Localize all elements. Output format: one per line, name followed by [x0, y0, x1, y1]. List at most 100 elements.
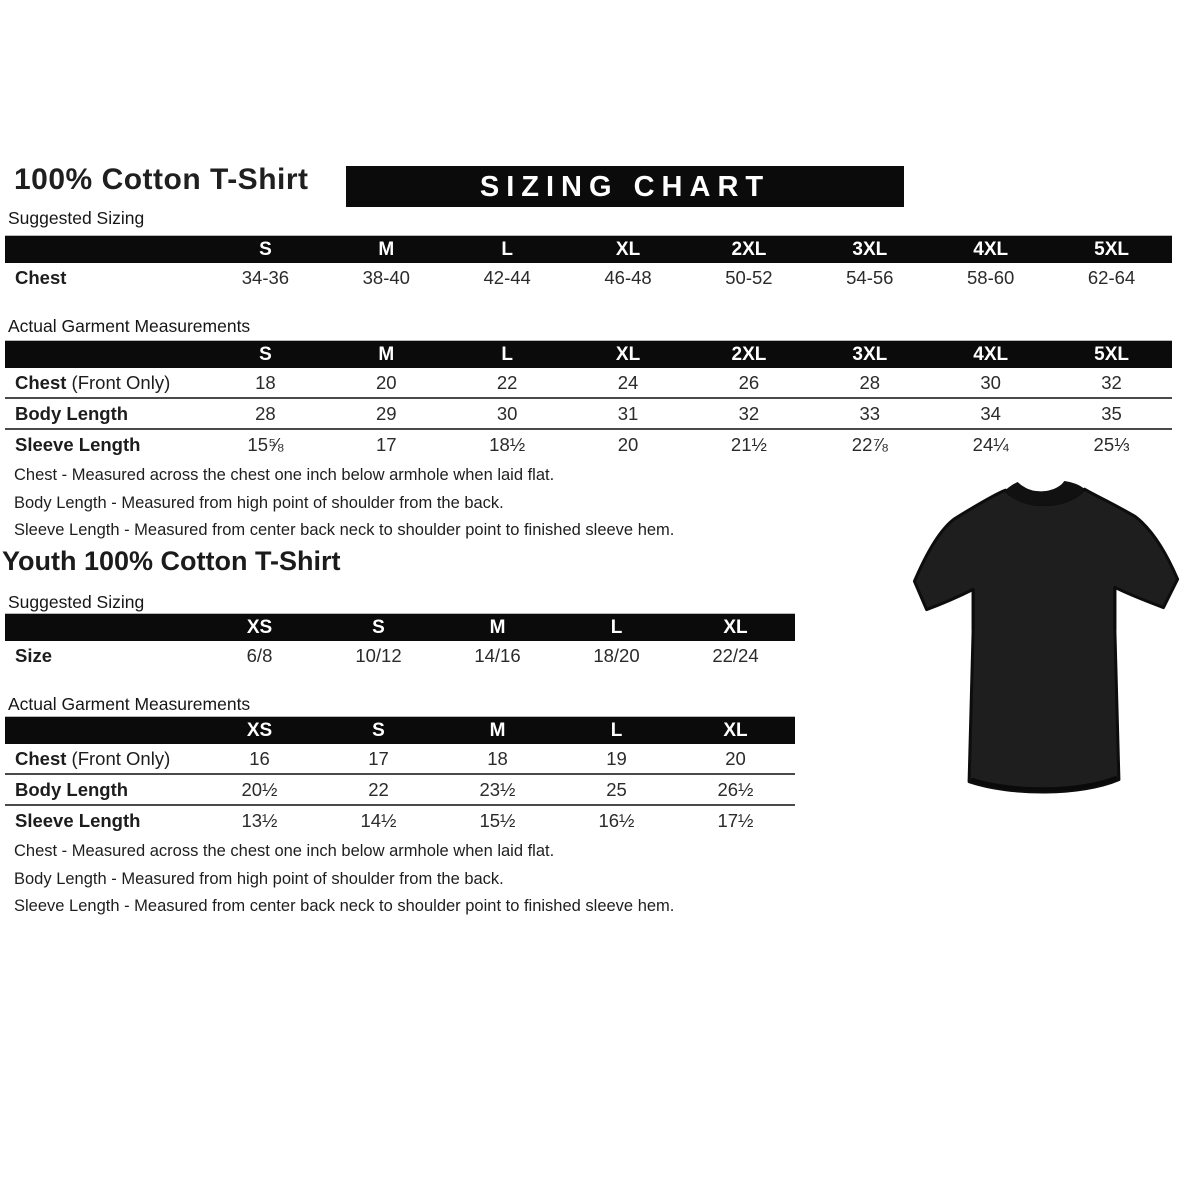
- size-column-header: S: [319, 613, 438, 641]
- row-label: Body Length: [5, 397, 205, 429]
- size-column-header: M: [325, 235, 447, 263]
- measurement-cell: 30: [980, 371, 1001, 393]
- table-row: Chest (Front Only) 18 20 22 24 26 28 30 32: [5, 368, 1172, 398]
- measurement-cell: 13½: [200, 804, 319, 835]
- measurement-cell: 20: [567, 428, 689, 459]
- measurement-cell: 18/20: [593, 644, 640, 666]
- measurement-cell: 35: [1051, 397, 1172, 429]
- measurement-cell: 25: [557, 773, 676, 805]
- measurement-cell: 33: [809, 397, 931, 429]
- measurement-note: Sleeve Length - Measured from center bac…: [14, 521, 675, 539]
- table-row: Body Length 20½ 22 23½ 25 26½: [5, 773, 795, 805]
- adult-suggested-sizing-table: S M L XL 2XL 3XL 4XL 5XL Chest 34-36 38-40 42-44 46-…: [5, 235, 1172, 292]
- measurement-note: Chest - Measured across the chest one in…: [14, 466, 555, 484]
- measurement-cell: 18: [255, 371, 276, 393]
- measurement-cell: 17: [325, 428, 447, 459]
- measurement-cell: 20½: [200, 773, 319, 805]
- row-label: Body Length: [5, 773, 200, 805]
- measurement-cell: 19: [606, 747, 627, 769]
- measurement-cell: 62-64: [1087, 266, 1136, 288]
- measurement-cell: 16: [249, 747, 270, 769]
- measurement-cell: 26: [738, 371, 760, 393]
- size-table-corner: [5, 716, 200, 744]
- size-column-header: 3XL: [809, 235, 931, 263]
- measurement-cell: 22: [319, 773, 438, 805]
- size-column-header: XL: [567, 340, 689, 368]
- measurement-cell: 20: [376, 371, 397, 393]
- size-column-header: M: [325, 340, 447, 368]
- table-row: Chest (Front Only) 16 17 18 19 20: [5, 744, 795, 774]
- size-table-corner: [5, 235, 205, 263]
- measurement-cell: 54-56: [846, 266, 894, 288]
- measurement-cell: 38-40: [362, 266, 410, 288]
- measurement-cell: 46-48: [604, 266, 652, 288]
- measurement-cell: 32: [688, 397, 810, 429]
- size-table-corner: [5, 340, 205, 368]
- youth-page-title: Youth 100% Cotton T-Shirt: [2, 546, 341, 576]
- size-column-header: 3XL: [809, 340, 931, 368]
- page-title: 100% Cotton T-Shirt: [14, 163, 309, 196]
- measurement-cell: 34: [930, 397, 1052, 429]
- measurement-cell: 22: [496, 371, 518, 393]
- size-column-header: L: [446, 235, 568, 263]
- size-column-header: M: [438, 613, 557, 641]
- table-row: Size 6/8 10/12 14/16 18/20 22/24: [5, 641, 795, 670]
- tshirt-image: [888, 478, 1200, 812]
- size-column-header: 4XL: [930, 235, 1052, 263]
- measurement-cell: 22/24: [712, 644, 759, 666]
- measurement-cell: 30: [446, 397, 568, 429]
- size-column-header: L: [557, 613, 676, 641]
- measurement-cell: 18½: [446, 428, 568, 459]
- measurement-cell: 14½: [319, 804, 438, 835]
- size-column-header: XL: [676, 613, 795, 641]
- adult-measurement-notes: Chest - Measured across the chest one in…: [14, 462, 674, 545]
- measurement-cell: 15½: [438, 804, 557, 835]
- size-column-header: S: [205, 340, 326, 368]
- measurement-cell: 28: [205, 397, 326, 429]
- youth-actual-measurements-label: Actual Garment Measurements: [8, 694, 251, 714]
- size-column-header: XS: [200, 716, 319, 744]
- table-row: Body Length 28 29 30 31 32 33 34 35: [5, 397, 1172, 429]
- measurement-cell: 16½: [557, 804, 676, 835]
- measurement-cell: 22⅞: [809, 428, 931, 459]
- measurement-cell: 31: [567, 397, 689, 429]
- measurement-cell: 24¼: [930, 428, 1052, 459]
- youth-suggested-sizing-label: Suggested Sizing: [8, 592, 145, 612]
- size-column-header: L: [446, 340, 568, 368]
- sizing-chart-banner: SIZING CHART: [346, 166, 904, 207]
- measurement-note: Sleeve Length - Measured from center bac…: [14, 897, 675, 915]
- size-column-header: 5XL: [1051, 340, 1172, 368]
- row-label: Sleeve Length: [5, 428, 205, 459]
- adult-suggested-sizing-label: Suggested Sizing: [8, 208, 145, 228]
- measurement-cell: 26½: [676, 773, 795, 805]
- adult-actual-measurements-label: Actual Garment Measurements: [8, 316, 251, 336]
- measurement-cell: 14/16: [474, 644, 521, 666]
- measurement-cell: 17: [368, 747, 389, 769]
- measurement-cell: 6/8: [246, 644, 273, 666]
- adult-actual-measurements-table: S M L XL 2XL 3XL 4XL 5XL Chest (Front Only) 18 20 2…: [5, 340, 1172, 459]
- black-tshirt-icon: [912, 481, 1180, 794]
- size-column-header: S: [205, 235, 326, 263]
- measurement-cell: 21½: [688, 428, 810, 459]
- row-label: Sleeve Length: [5, 804, 200, 835]
- measurement-cell: 18: [487, 747, 508, 769]
- size-column-header: L: [557, 716, 676, 744]
- size-column-header: XL: [567, 235, 689, 263]
- measurement-cell: 50-52: [725, 266, 773, 288]
- row-label: Chest (Front Only): [15, 747, 171, 769]
- measurement-cell: 58-60: [967, 266, 1015, 288]
- measurement-note: Chest - Measured across the chest one in…: [14, 842, 555, 860]
- table-row: Chest 34-36 38-40 42-44 46-48 50-52 54-56 58-60…: [5, 263, 1172, 292]
- measurement-cell: 29: [325, 397, 447, 429]
- size-column-header: 5XL: [1051, 235, 1172, 263]
- size-column-header: 2XL: [688, 340, 810, 368]
- measurement-cell: 24: [617, 371, 639, 393]
- size-column-header: S: [319, 716, 438, 744]
- measurement-cell: 34-36: [241, 266, 290, 288]
- measurement-cell: 23½: [438, 773, 557, 805]
- measurement-cell: 25⅓: [1051, 428, 1172, 459]
- size-column-header: M: [438, 716, 557, 744]
- table-row: Sleeve Length 15⅝ 17 18½ 20 21½ 22⅞ 24¼ 25⅓: [5, 428, 1172, 459]
- youth-suggested-sizing-table: XS S M L XL Size 6/8 10/12 14/16 18/20 22/24: [5, 613, 795, 670]
- size-column-header: XS: [200, 613, 319, 641]
